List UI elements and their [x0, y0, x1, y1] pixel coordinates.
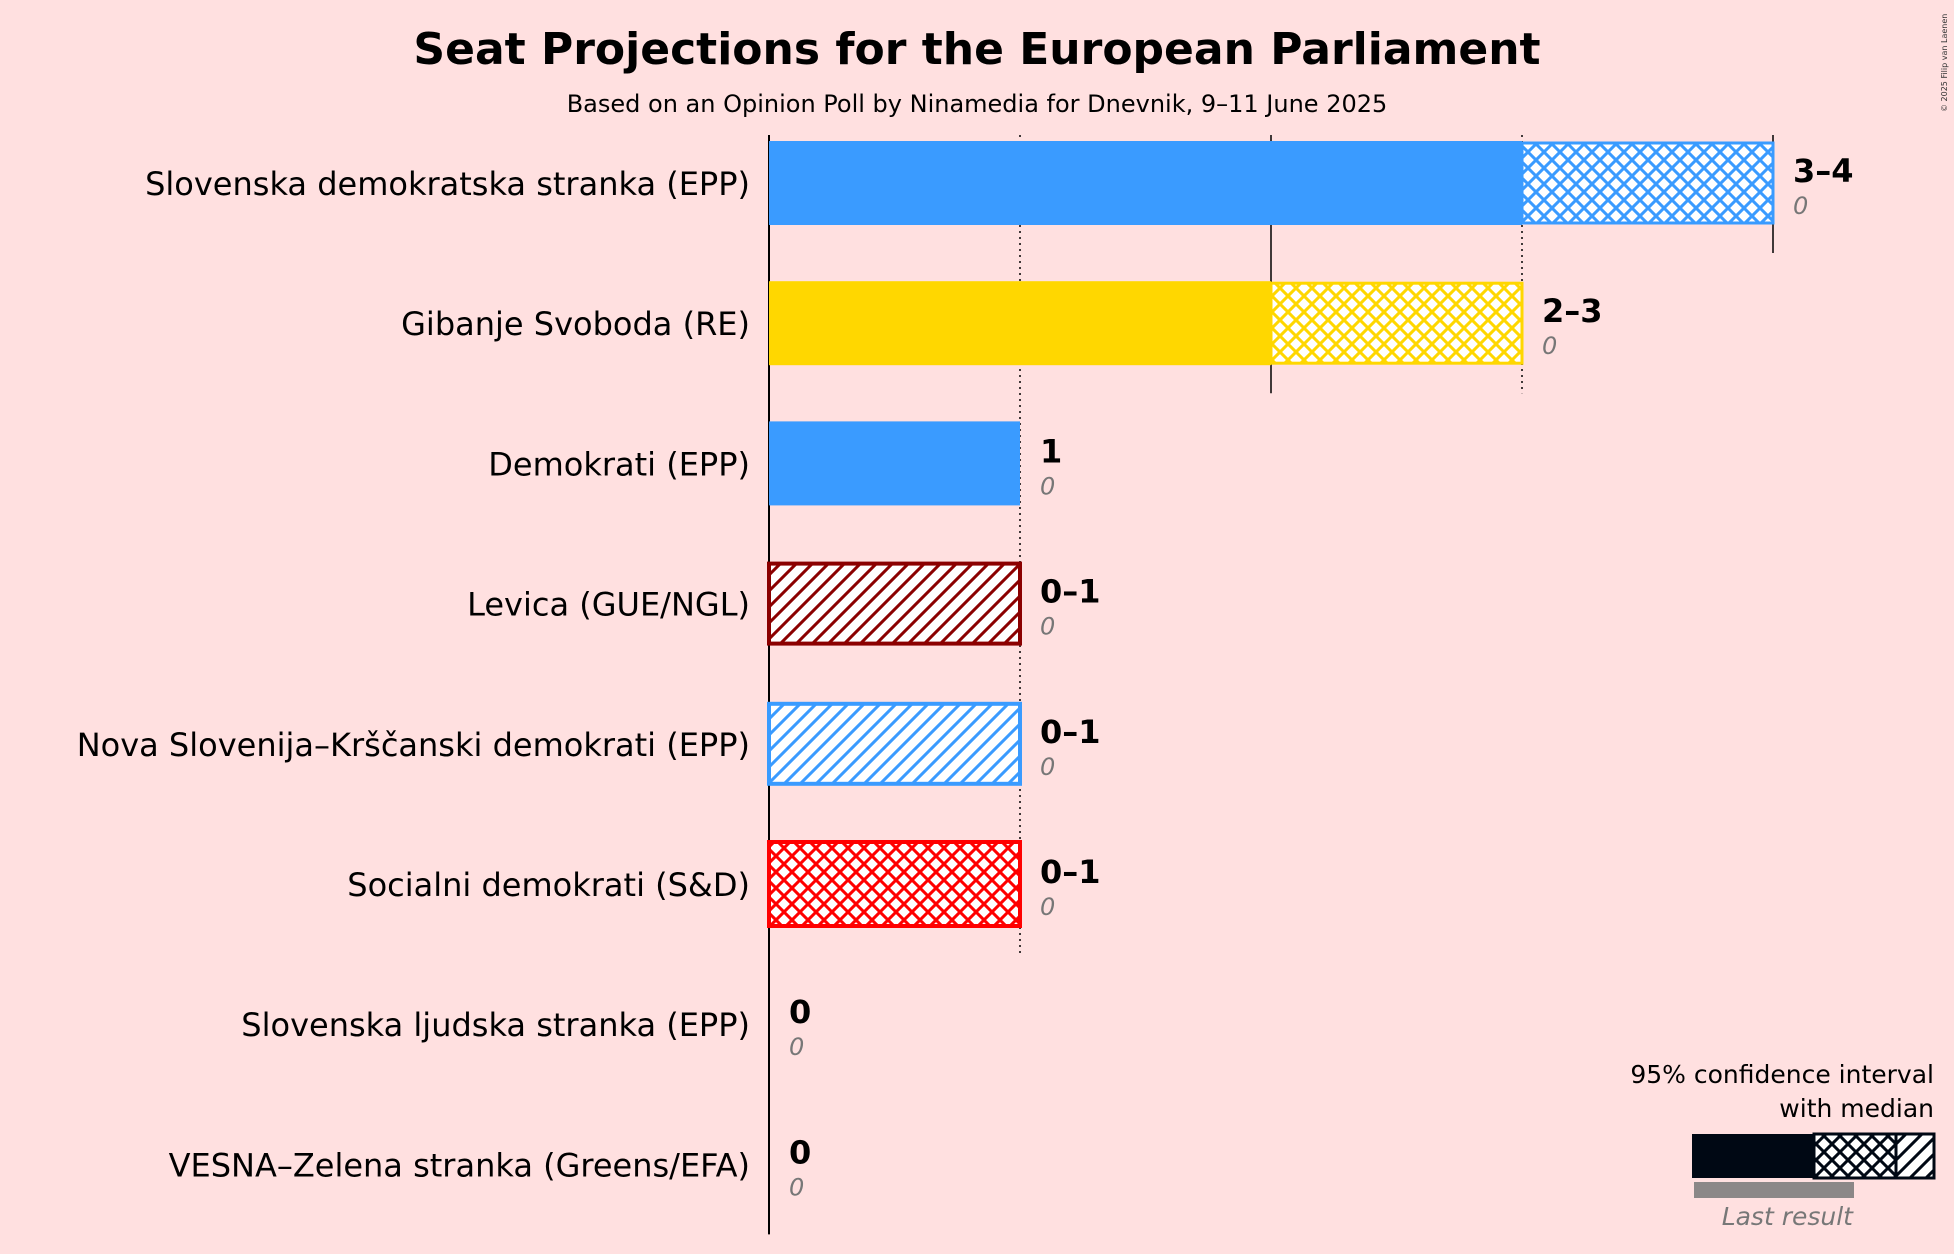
- range-label: 0: [789, 1133, 811, 1171]
- last-result-label: 0: [1040, 613, 1055, 641]
- bar-ci-crosshatch: [1269, 281, 1524, 365]
- bar-ci-crosshatch: [767, 840, 1022, 928]
- range-label: 0–1: [1040, 573, 1101, 611]
- party-label: VESNA–Zelena stranka (Greens/EFA): [169, 1146, 750, 1184]
- last-result-label: 0: [1542, 332, 1557, 360]
- chart-subtitle: Based on an Opinion Poll by Ninamedia fo…: [567, 90, 1388, 118]
- credit-text: © 2025 Filip van Laenen: [1940, 14, 1949, 112]
- chart-title: Seat Projections for the European Parlia…: [413, 24, 1540, 75]
- bar-solid: [769, 141, 1522, 225]
- last-result-label: 0: [1040, 753, 1055, 781]
- legend-ci-hatch: [1894, 1132, 1936, 1180]
- legend-last-result-bar: [1694, 1182, 1854, 1198]
- range-label: 0–1: [1040, 713, 1101, 751]
- range-label: 3–4: [1793, 152, 1854, 190]
- party-label: Nova Slovenija–Krščanski demokrati (EPP): [77, 726, 750, 764]
- range-label: 0: [789, 993, 811, 1031]
- party-label: Slovenska demokratska stranka (EPP): [145, 165, 750, 203]
- bar-solid: [769, 281, 1271, 366]
- bar-ci-hatch: [767, 701, 1022, 786]
- last-result-label: 0: [1040, 472, 1055, 500]
- bar-ci-hatch: [767, 561, 1022, 646]
- party-label: Socialni demokrati (S&D): [347, 866, 750, 904]
- labels-group: Slovenska demokratska stranka (EPP) 3–40G…: [77, 152, 1854, 1201]
- party-label: Gibanje Svoboda (RE): [401, 305, 750, 343]
- party-label: Demokrati (EPP): [488, 445, 750, 483]
- range-label: 1: [1040, 432, 1062, 470]
- legend-line1: 95% confidence interval: [1630, 1060, 1934, 1089]
- legend-last-result-label: Last result: [1722, 1202, 1854, 1231]
- legend-ci-crosshatch: [1812, 1132, 1898, 1180]
- bar-ci-crosshatch: [1520, 141, 1775, 225]
- bars-group: [767, 141, 1775, 928]
- party-label: Slovenska ljudska stranka (EPP): [241, 1006, 750, 1044]
- party-label: Levica (GUE/NGL): [467, 586, 750, 624]
- last-result-label: 0: [1793, 192, 1808, 220]
- bar-solid: [769, 421, 1020, 506]
- last-result-label: 0: [789, 1173, 804, 1201]
- last-result-label: 0: [789, 1033, 804, 1061]
- range-label: 0–1: [1040, 853, 1101, 891]
- range-label: 2–3: [1542, 292, 1603, 330]
- legend-median-block: [1692, 1134, 1814, 1178]
- legend: 95% confidence interval with median Last…: [1630, 1060, 1936, 1231]
- legend-line2: with median: [1779, 1094, 1934, 1123]
- last-result-label: 0: [1040, 893, 1055, 921]
